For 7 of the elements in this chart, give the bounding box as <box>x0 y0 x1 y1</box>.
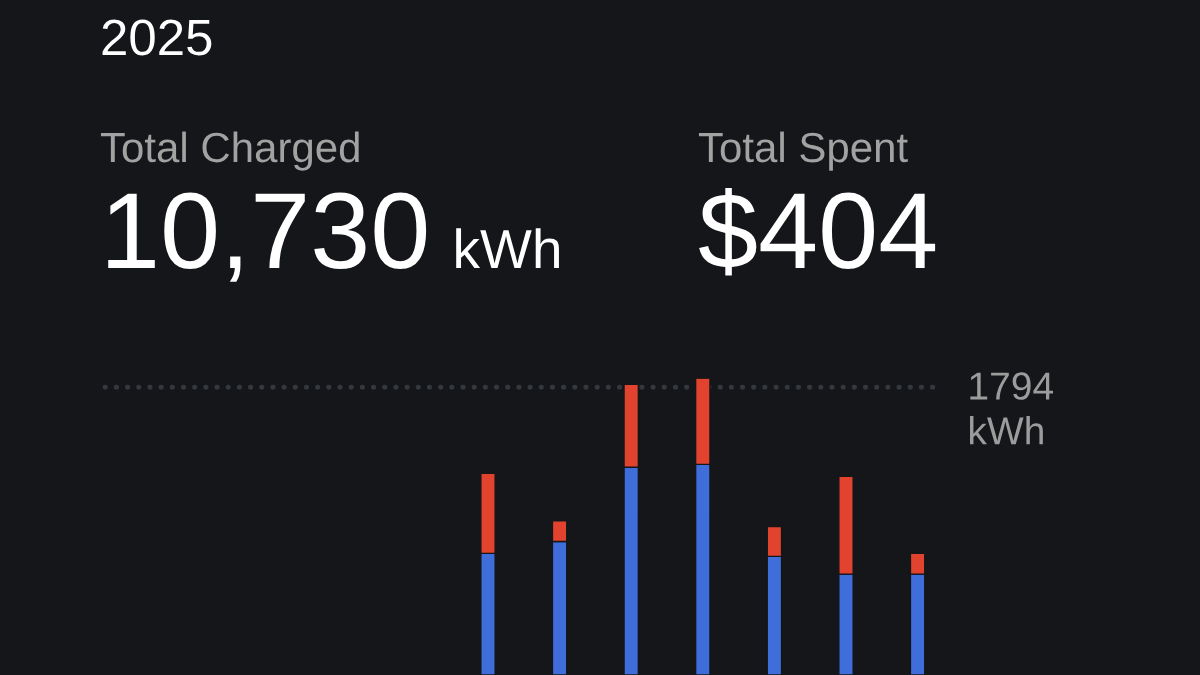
chart-title: 2025 <box>102 19 212 56</box>
text: $404 <box>699 188 936 276</box>
text: 10,730 <box>108 192 427 282</box>
text: Total Charged <box>100 131 359 171</box>
text: Total Spent <box>698 131 908 171</box>
text: kWh <box>456 228 559 268</box>
ref-line-label: 1794 kWh <box>970 372 1054 445</box>
